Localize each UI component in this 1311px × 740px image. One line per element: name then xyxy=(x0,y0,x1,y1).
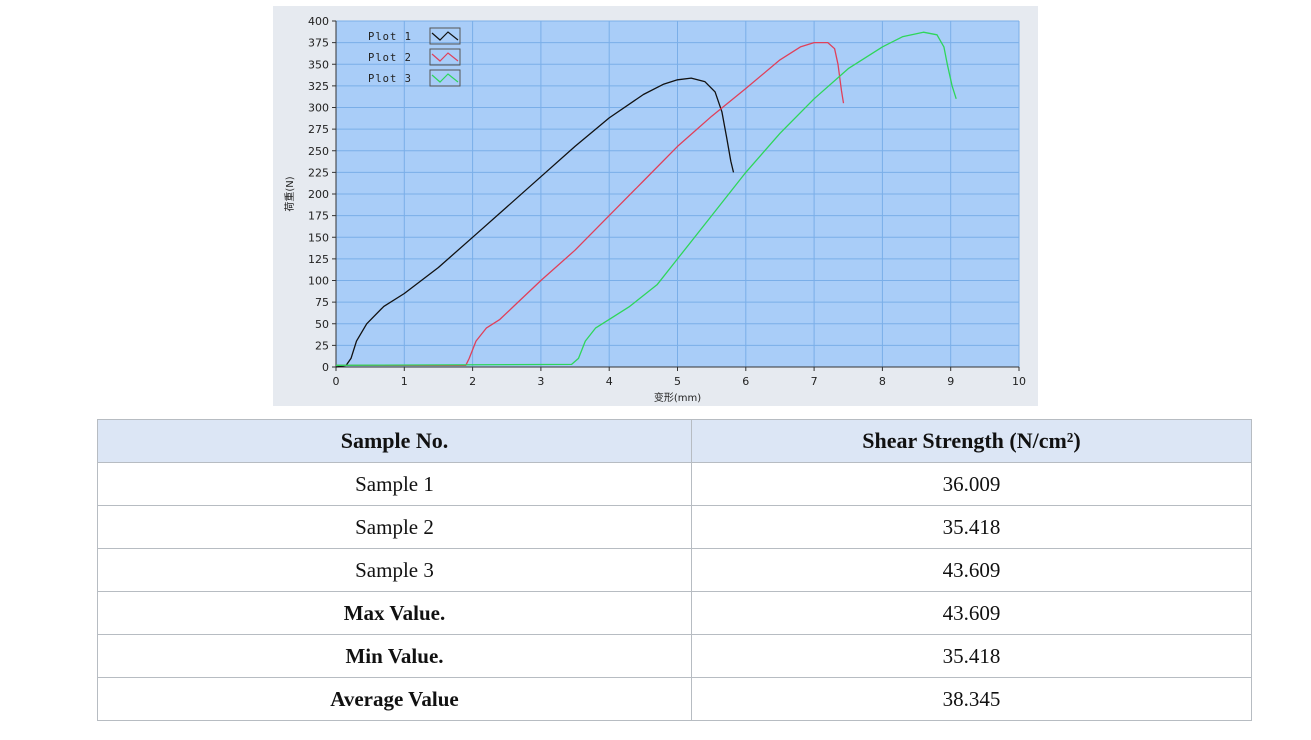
summary-label-cell: Average Value xyxy=(97,677,692,721)
summary-label-cell: Min Value. xyxy=(97,634,692,678)
legend-swatch xyxy=(429,27,461,45)
sample-name-cell: Sample 1 xyxy=(97,462,692,506)
table-row: Max Value. 43.609 xyxy=(97,591,1252,635)
y-tick-label: 275 xyxy=(308,123,329,136)
y-tick-label: 150 xyxy=(308,231,329,244)
y-tick-label: 75 xyxy=(315,296,329,309)
shear-strength-table: Sample No. Shear Strength (N/cm²) Sample… xyxy=(97,419,1252,721)
legend-swatch xyxy=(429,69,461,87)
series-line xyxy=(336,41,845,366)
header-sample-no: Sample No. xyxy=(97,419,692,463)
x-tick-label: 2 xyxy=(469,375,476,388)
legend-label: Plot 2 xyxy=(368,52,412,64)
y-tick-label: 50 xyxy=(315,318,329,331)
y-tick-label: 350 xyxy=(308,58,329,71)
legend-swatch-line xyxy=(431,73,459,83)
legend-label: Plot 3 xyxy=(368,73,412,85)
x-tick-label: 10 xyxy=(1012,375,1026,388)
x-tick-label: 6 xyxy=(742,375,749,388)
x-tick-label: 9 xyxy=(947,375,954,388)
load-deformation-chart: 0 1 2 3 4 5 6 7 8 9 10 0 25 50 75 100 125 150 175 200 225 250… xyxy=(273,6,1038,406)
x-tick-label: 3 xyxy=(537,375,544,388)
x-tick-label: 8 xyxy=(879,375,886,388)
y-tick-label: 325 xyxy=(308,80,329,93)
table-row: Sample 3 43.609 xyxy=(97,548,1252,592)
x-axis-label: 变形(mm) xyxy=(654,391,701,404)
summary-value-cell: 38.345 xyxy=(691,677,1252,721)
sample-name-cell: Sample 3 xyxy=(97,548,692,592)
y-tick-label: 125 xyxy=(308,253,329,266)
table-row: Min Value. 35.418 xyxy=(97,634,1252,678)
strength-value-cell: 35.418 xyxy=(691,505,1252,549)
x-tick-label: 0 xyxy=(333,375,340,388)
data-series xyxy=(335,31,957,368)
y-tick-label: 250 xyxy=(308,145,329,158)
x-tick-label: 5 xyxy=(674,375,681,388)
table-row: Sample 2 35.418 xyxy=(97,505,1252,549)
y-tick-label: 400 xyxy=(308,15,329,28)
x-tick-label: 7 xyxy=(811,375,818,388)
strength-value-cell: 36.009 xyxy=(691,462,1252,506)
table-header-row: Sample No. Shear Strength (N/cm²) xyxy=(97,419,1252,463)
x-tick-label: 1 xyxy=(401,375,408,388)
summary-label-cell: Max Value. xyxy=(97,591,692,635)
series-line xyxy=(335,77,735,368)
y-axis-label: 荷重(N) xyxy=(283,176,296,211)
summary-value-cell: 43.609 xyxy=(691,591,1252,635)
legend-label: Plot 1 xyxy=(368,31,412,43)
y-tick-label: 0 xyxy=(322,361,329,374)
legend-swatch-line xyxy=(431,31,459,41)
chart-svg: 0 1 2 3 4 5 6 7 8 9 100255075100125150175200225250… xyxy=(273,6,1038,406)
series-line xyxy=(335,31,957,366)
axis-ticks: 0 1 2 3 4 5 6 7 8 9 100255075100125150175200225250… xyxy=(308,15,1026,388)
sample-name-cell: Sample 2 xyxy=(97,505,692,549)
legend-swatch xyxy=(429,48,461,66)
y-tick-label: 100 xyxy=(308,275,329,288)
summary-value-cell: 35.418 xyxy=(691,634,1252,678)
table-row: Average Value 38.345 xyxy=(97,677,1252,721)
y-tick-label: 25 xyxy=(315,339,329,352)
header-shear-strength: Shear Strength (N/cm²) xyxy=(691,419,1252,463)
legend: Plot 1 Plot 2 Plot 3 xyxy=(368,27,461,87)
y-tick-label: 300 xyxy=(308,102,329,115)
table-row: Sample 1 36.009 xyxy=(97,462,1252,506)
y-tick-label: 175 xyxy=(308,210,329,223)
y-tick-label: 200 xyxy=(308,188,329,201)
x-tick-label: 4 xyxy=(606,375,613,388)
legend-swatch-line xyxy=(431,52,459,62)
strength-value-cell: 43.609 xyxy=(691,548,1252,592)
y-tick-label: 225 xyxy=(308,166,329,179)
y-tick-label: 375 xyxy=(308,37,329,50)
